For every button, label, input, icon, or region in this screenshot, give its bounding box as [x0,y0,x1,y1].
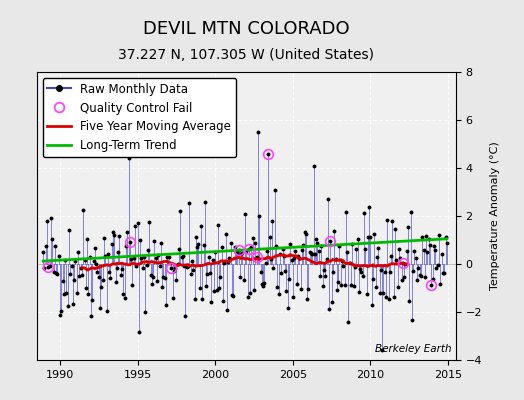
Text: 37.227 N, 107.305 W (United States): 37.227 N, 107.305 W (United States) [118,48,374,62]
Legend: Raw Monthly Data, Quality Control Fail, Five Year Moving Average, Long-Term Tren: Raw Monthly Data, Quality Control Fail, … [42,78,236,157]
Text: DEVIL MTN COLORADO: DEVIL MTN COLORADO [143,20,350,38]
Text: Berkeley Earth: Berkeley Earth [375,344,452,354]
Y-axis label: Temperature Anomaly (°C): Temperature Anomaly (°C) [490,142,500,290]
